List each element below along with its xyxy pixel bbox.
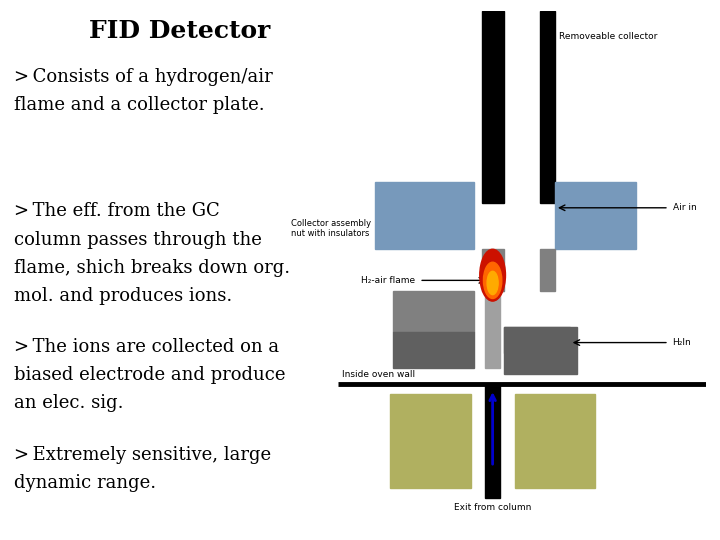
Text: an elec. sig.: an elec. sig.: [14, 394, 124, 411]
Text: > Consists of a hydrogen/air: > Consists of a hydrogen/air: [14, 68, 273, 85]
Text: H₂In: H₂In: [672, 338, 691, 347]
Ellipse shape: [487, 271, 498, 295]
Bar: [555, 182, 636, 249]
Text: Inside oven wall: Inside oven wall: [342, 370, 415, 379]
Bar: [540, 249, 555, 291]
Bar: [482, 249, 504, 291]
Bar: [504, 327, 577, 374]
Bar: [485, 384, 500, 498]
Text: > The ions are collected on a: > The ions are collected on a: [14, 338, 279, 355]
Text: > The eff. from the GC: > The eff. from the GC: [14, 202, 220, 220]
Text: dynamic range.: dynamic range.: [14, 474, 156, 491]
Ellipse shape: [480, 249, 505, 301]
Text: column passes through the: column passes through the: [14, 231, 262, 248]
Bar: [482, 11, 504, 202]
Text: flame and a collector plate.: flame and a collector plate.: [14, 96, 265, 113]
Text: Removeable collector: Removeable collector: [559, 32, 657, 41]
Bar: [485, 254, 500, 368]
Bar: [390, 394, 471, 488]
Text: H₂-air flame: H₂-air flame: [361, 276, 415, 285]
Bar: [394, 291, 474, 332]
Text: Air in: Air in: [672, 203, 696, 212]
Text: FID Detector: FID Detector: [89, 19, 271, 43]
Text: Collector assembly
nut with insulators: Collector assembly nut with insulators: [292, 219, 372, 238]
Text: Exit from column: Exit from column: [454, 503, 531, 512]
Text: biased electrode and produce: biased electrode and produce: [14, 366, 286, 383]
Text: mol. and produces ions.: mol. and produces ions.: [14, 287, 233, 305]
Ellipse shape: [483, 262, 502, 299]
Bar: [540, 11, 555, 202]
Bar: [394, 332, 474, 368]
Bar: [375, 182, 474, 249]
Bar: [515, 394, 595, 488]
Text: > Extremely sensitive, large: > Extremely sensitive, large: [14, 446, 271, 463]
Bar: [504, 327, 570, 353]
Text: flame, shich breaks down org.: flame, shich breaks down org.: [14, 259, 291, 276]
